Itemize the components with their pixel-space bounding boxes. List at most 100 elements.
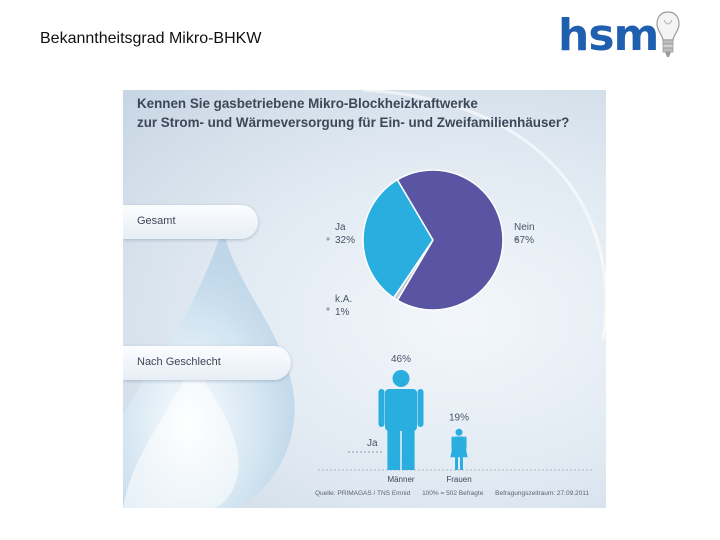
bar-frauen-figure bbox=[450, 428, 468, 470]
question-line-1: Kennen Sie gasbetriebene Mikro-Blockheiz… bbox=[137, 96, 478, 111]
source-text: Quelle: PRIMAGAS / TNS Emnid bbox=[315, 490, 411, 497]
pie-label-ka-value: 1% bbox=[335, 307, 350, 318]
ground-dot bbox=[526, 469, 528, 471]
pie-label-ka: k.A. 1% bbox=[335, 293, 352, 319]
ground-dot bbox=[578, 469, 580, 471]
ground-dot bbox=[522, 469, 524, 471]
lightbulb-icon bbox=[656, 11, 680, 57]
pie-label-ja-value: 32% bbox=[335, 235, 356, 246]
ground-dot bbox=[550, 469, 552, 471]
ground-dot bbox=[342, 469, 344, 471]
ground-dot bbox=[542, 469, 544, 471]
ground-dot bbox=[422, 469, 424, 471]
pie-label-ja: Ja 32% bbox=[335, 221, 355, 247]
ground-dot bbox=[494, 469, 496, 471]
tab-gesamt: Gesamt bbox=[123, 205, 258, 239]
ground-dot bbox=[334, 469, 336, 471]
ground-dot bbox=[586, 469, 588, 471]
ground-dot bbox=[430, 469, 432, 471]
ground-dot bbox=[538, 469, 540, 471]
leader-dot bbox=[352, 451, 354, 453]
leader-dot bbox=[326, 307, 330, 311]
infographic: Kennen Sie gasbetriebene Mikro-Blockheiz… bbox=[123, 90, 606, 508]
question-line-2: zur Strom- und Wärmeversorgung für Ein- … bbox=[137, 115, 570, 130]
ground-dot bbox=[350, 469, 352, 471]
logo-text: hsm bbox=[558, 10, 659, 61]
ground-dot bbox=[570, 469, 572, 471]
slide-title: Bekanntheitsgrad Mikro-BHKW bbox=[40, 30, 262, 47]
sample-text: 100% = 502 Befragte bbox=[422, 490, 484, 497]
ground-dot bbox=[322, 469, 324, 471]
ground-dot bbox=[514, 469, 516, 471]
ground-dot bbox=[326, 469, 328, 471]
ground-dot bbox=[330, 469, 332, 471]
ground-dot bbox=[478, 469, 480, 471]
pie-label-ja-name: Ja bbox=[335, 222, 346, 233]
ground-dot bbox=[354, 469, 356, 471]
ground-dot bbox=[566, 469, 568, 471]
ground-dot bbox=[318, 469, 320, 471]
bar-value-label: 46% bbox=[391, 354, 411, 365]
ground-dot bbox=[530, 469, 532, 471]
ground-dot bbox=[378, 469, 380, 471]
ground-dot bbox=[446, 469, 448, 471]
leader-dot bbox=[515, 237, 519, 241]
gender-chart: Ja 46% Männer 19% Frauen bbox=[318, 354, 592, 484]
ground-dot bbox=[506, 469, 508, 471]
tab-gesamt-label: Gesamt bbox=[137, 215, 176, 227]
ground-dot bbox=[426, 469, 428, 471]
pie-slice-ja bbox=[362, 178, 434, 299]
ground-dot bbox=[554, 469, 556, 471]
ground-dot bbox=[358, 469, 360, 471]
ground-dot bbox=[418, 469, 420, 471]
ground-dot bbox=[486, 469, 488, 471]
ground-dot bbox=[450, 469, 452, 471]
leader-dot bbox=[368, 451, 370, 453]
ground-dot bbox=[414, 469, 416, 471]
bar-value-label: 19% bbox=[449, 413, 469, 424]
ground-dot bbox=[582, 469, 584, 471]
ground-dot bbox=[474, 469, 476, 471]
pie-label-nein: Nein 67% bbox=[514, 221, 535, 247]
tab-nach-geschlecht: Nach Geschlecht bbox=[123, 346, 291, 380]
ground-dot bbox=[490, 469, 492, 471]
leader-dot bbox=[380, 451, 382, 453]
hsm-logo: hsm bbox=[556, 8, 686, 64]
ground-dot bbox=[434, 469, 436, 471]
ground-dot bbox=[558, 469, 560, 471]
ground-dot bbox=[362, 469, 364, 471]
ground-dot bbox=[498, 469, 500, 471]
leader-dot bbox=[372, 451, 374, 453]
ground-dot bbox=[466, 469, 468, 471]
ground-dot bbox=[382, 469, 384, 471]
ground-dot bbox=[370, 469, 372, 471]
ground-dot bbox=[346, 469, 348, 471]
ground-dot bbox=[366, 469, 368, 471]
bar-maenner-figure bbox=[378, 370, 424, 470]
leader-dot bbox=[360, 451, 362, 453]
ground-dot bbox=[442, 469, 444, 471]
ground-dot bbox=[510, 469, 512, 471]
pie-label-nein-name: Nein bbox=[514, 222, 535, 233]
period-text: Befragungszeitraum: 27.09.2011 bbox=[495, 490, 589, 497]
ground-dot bbox=[482, 469, 484, 471]
leader-dot bbox=[364, 451, 366, 453]
leader-dot bbox=[326, 237, 330, 241]
ground-dot bbox=[374, 469, 376, 471]
ground-dot bbox=[470, 469, 472, 471]
ground-dot bbox=[518, 469, 520, 471]
bar-category-label: Frauen bbox=[446, 475, 471, 484]
leader-dot bbox=[348, 451, 350, 453]
pie-label-ka-name: k.A. bbox=[335, 294, 353, 305]
pie-slice-nein bbox=[396, 169, 504, 311]
ground-dot bbox=[574, 469, 576, 471]
ground-dot bbox=[458, 469, 460, 471]
ground-dot bbox=[502, 469, 504, 471]
ground-dot bbox=[546, 469, 548, 471]
series-label-ja: Ja bbox=[367, 438, 378, 449]
pie-chart bbox=[326, 169, 519, 311]
bar-category-label: Männer bbox=[387, 475, 414, 484]
source-footer: Quelle: PRIMAGAS / TNS Emnid 100% = 502 … bbox=[315, 490, 599, 497]
leader-dot bbox=[356, 451, 358, 453]
ground-dot bbox=[534, 469, 536, 471]
